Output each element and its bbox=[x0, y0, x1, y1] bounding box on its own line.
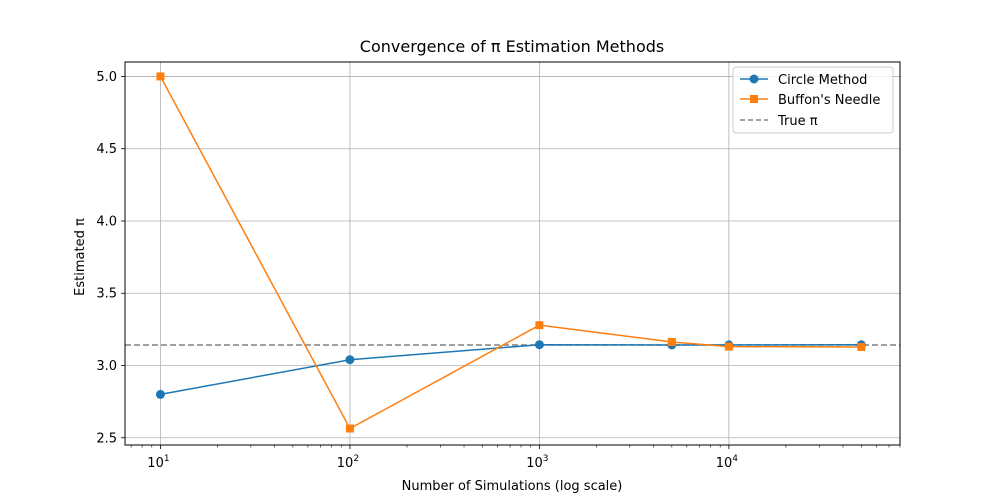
x-tick-label: 102 bbox=[337, 454, 359, 471]
y-tick-label: 2.5 bbox=[96, 431, 117, 446]
x-tick-label: 101 bbox=[147, 454, 169, 471]
y-axis: 2.5 3.0 3.5 4.0 4.5 5.0 bbox=[96, 70, 125, 446]
data-point-circle-method bbox=[345, 355, 355, 365]
data-point-buffon-s-needle bbox=[156, 72, 165, 81]
legend-label-circle-method: Circle Method bbox=[778, 73, 867, 88]
data-point-circle-method bbox=[534, 340, 544, 350]
x-axis: 101 102 103 104 bbox=[130, 445, 901, 471]
y-tick-label: 5.0 bbox=[96, 70, 117, 85]
x-tick-label: 104 bbox=[716, 454, 739, 471]
legend-box bbox=[732, 66, 894, 134]
legend-marker-circle-method bbox=[749, 74, 759, 84]
data-point-buffon-s-needle bbox=[535, 321, 544, 330]
y-axis-label: Estimated π bbox=[73, 218, 88, 296]
data-point-buffon-s-needle bbox=[667, 337, 676, 346]
data-point-circle-method bbox=[155, 389, 165, 399]
x-axis-label: Number of Simulations (log scale) bbox=[402, 479, 623, 494]
legend: Circle Method Buffon's Needle True π bbox=[732, 66, 894, 134]
data-point-buffon-s-needle bbox=[724, 342, 733, 351]
y-tick-label: 4.5 bbox=[96, 142, 117, 157]
series-group bbox=[155, 72, 866, 433]
grid bbox=[125, 62, 900, 445]
y-tick-label: 3.5 bbox=[96, 287, 117, 302]
chart-title: Convergence of π Estimation Methods bbox=[360, 37, 664, 56]
legend-marker-buffons-needle bbox=[750, 95, 758, 103]
data-point-buffon-s-needle bbox=[345, 424, 354, 433]
series-line-circle-method bbox=[160, 343, 862, 396]
series-line-buffon-s-needle bbox=[159, 76, 862, 430]
plot-frame bbox=[124, 61, 901, 446]
x-tick-label: 103 bbox=[526, 454, 548, 471]
legend-label-buffons-needle: Buffon's Needle bbox=[778, 93, 880, 108]
y-tick-label: 3.0 bbox=[96, 359, 117, 374]
legend-label-true-pi: True π bbox=[777, 114, 818, 129]
y-tick-label: 4.0 bbox=[96, 214, 117, 229]
data-point-buffon-s-needle bbox=[857, 343, 866, 352]
